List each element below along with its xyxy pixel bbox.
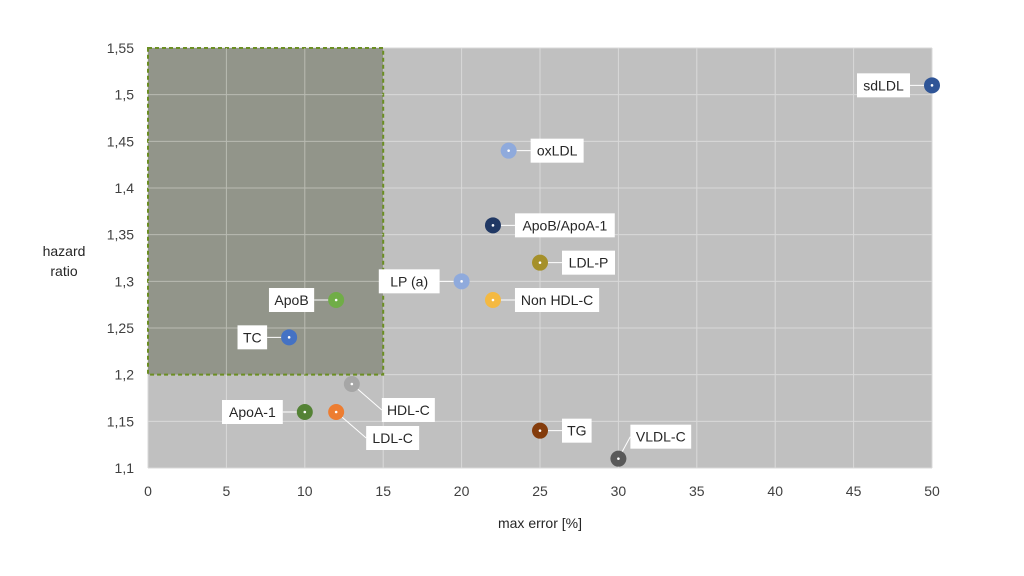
x-tick-label: 50 xyxy=(924,483,940,499)
data-points: sdLDL oxLDL ApoB/ApoA-1 LDL-P LP (a) Non HDL-… xyxy=(222,73,940,467)
x-axis-title: max error [%] xyxy=(498,515,582,531)
y-tick-label: 1,55 xyxy=(107,40,134,56)
point-label-box xyxy=(562,418,592,443)
point-label: ApoB/ApoA-1 xyxy=(522,217,607,233)
data-point-dot xyxy=(334,298,338,302)
point-label-box xyxy=(514,213,615,238)
data-point-dot xyxy=(491,298,495,302)
point-label-box xyxy=(562,250,615,275)
y-tick-label: 1,35 xyxy=(107,227,134,243)
point-group: TG xyxy=(532,418,592,443)
point-group: ApoA-1 xyxy=(222,400,313,424)
point-label: sdLDL xyxy=(863,77,904,93)
x-tick-label: 10 xyxy=(297,483,313,499)
y-tick-label: 1,15 xyxy=(107,413,134,429)
x-tick-label: 15 xyxy=(375,483,391,499)
x-tick-label: 40 xyxy=(767,483,783,499)
point-label-box xyxy=(857,73,910,98)
point-label-box xyxy=(630,424,692,449)
highlight-region xyxy=(147,47,385,376)
point-label: LP (a) xyxy=(390,273,428,289)
point-label-box xyxy=(530,138,584,163)
data-point-dot xyxy=(303,410,307,414)
data-point-dot xyxy=(930,84,934,87)
data-point-dot xyxy=(538,429,542,432)
point-group: ApoB/ApoA-1 xyxy=(484,213,615,238)
point-label-box xyxy=(268,288,315,312)
point-label: LDL-P xyxy=(569,255,609,271)
point-label-box xyxy=(222,400,283,424)
point-label: HDL-C xyxy=(387,402,430,418)
point-group: LDL-P xyxy=(532,250,615,275)
point-label-box xyxy=(378,269,440,294)
point-group: TC xyxy=(237,325,298,350)
data-point-dot xyxy=(538,261,542,264)
point-group: Non HDL-C xyxy=(484,288,600,312)
point-label-box xyxy=(366,426,420,450)
y-tick-label: 1,25 xyxy=(107,320,134,336)
point-label: ApoA-1 xyxy=(229,404,276,420)
point-label-box xyxy=(514,288,600,312)
data-point-dot xyxy=(617,457,620,460)
x-tick-label: 45 xyxy=(846,483,862,499)
point-label: TG xyxy=(567,423,586,439)
y-axis-title-line-2: ratio xyxy=(50,263,77,279)
point-label: Non HDL-C xyxy=(521,292,593,308)
point-label: oxLDL xyxy=(537,143,578,159)
point-group: HDL-C xyxy=(343,376,435,422)
y-tick-label: 1,3 xyxy=(115,273,135,289)
x-tick-label: 20 xyxy=(454,483,470,499)
data-point-dot xyxy=(287,336,291,339)
point-label: VLDL-C xyxy=(636,429,686,445)
x-axis-ticks: 0 5 10 15 20 25 30 35 40 45 50 xyxy=(144,483,940,499)
data-point-dot xyxy=(460,280,463,283)
point-group: LDL-C xyxy=(328,404,420,450)
y-tick-label: 1,1 xyxy=(115,460,135,476)
point-group: ApoB xyxy=(268,288,345,312)
x-tick-label: 25 xyxy=(532,483,548,499)
point-label-box xyxy=(381,398,435,422)
point-group: sdLDL xyxy=(857,73,940,98)
y-axis-ticks: 1,1 1,15 1,2 1,25 1,3 1,35 1,4 1,45 1,5 1,55 xyxy=(107,40,134,476)
y-tick-label: 1,45 xyxy=(107,133,134,149)
y-tick-label: 1,2 xyxy=(115,367,135,383)
x-tick-label: 30 xyxy=(611,483,627,499)
point-label: LDL-C xyxy=(372,430,412,446)
data-point-dot xyxy=(491,224,495,227)
data-point-dot xyxy=(507,149,510,152)
x-tick-label: 35 xyxy=(689,483,705,499)
point-label-box xyxy=(237,325,268,350)
data-point-dot xyxy=(334,410,338,414)
point-label: ApoB xyxy=(274,292,308,308)
data-point-dot xyxy=(350,382,354,386)
y-tick-label: 1,5 xyxy=(115,87,135,103)
point-group: VLDL-C xyxy=(610,424,692,467)
point-group: LP (a) xyxy=(378,269,470,294)
y-axis-title-line-1: hazard xyxy=(43,243,86,259)
point-group: oxLDL xyxy=(500,138,584,163)
y-tick-label: 1,4 xyxy=(115,180,135,196)
x-tick-label: 5 xyxy=(223,483,231,499)
x-tick-label: 0 xyxy=(144,483,152,499)
point-label: TC xyxy=(243,329,262,345)
